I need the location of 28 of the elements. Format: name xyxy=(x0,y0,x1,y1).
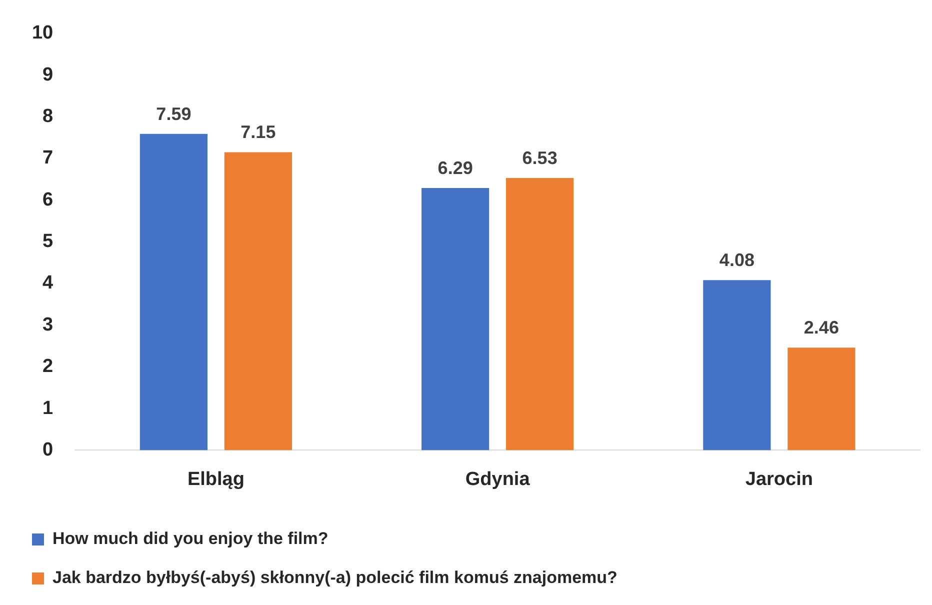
x-tick-label: Gdynia xyxy=(465,468,530,490)
y-tick-label: 1 xyxy=(42,398,54,419)
y-tick-label: 7 xyxy=(42,148,54,169)
bar xyxy=(224,152,292,450)
bar xyxy=(140,134,208,450)
data-label: 7.15 xyxy=(240,122,276,142)
y-tick-label: 8 xyxy=(42,106,54,127)
y-tick-label: 6 xyxy=(42,189,54,210)
data-label: 4.08 xyxy=(719,250,754,270)
legend-label: Jak bardzo byłbyś(-abyś) skłonny(-a) polecić film komuś znajomemu? xyxy=(52,568,618,588)
y-tick-label: 5 xyxy=(42,231,54,252)
data-label: 6.29 xyxy=(438,158,473,178)
bar xyxy=(788,348,856,450)
x-tick-label: Jarocin xyxy=(745,468,813,490)
y-tick-label: 9 xyxy=(42,64,54,86)
y-tick-label: 3 xyxy=(42,314,54,336)
bar xyxy=(506,178,574,450)
y-tick-label: 4 xyxy=(42,272,54,294)
y-tick-label: 2 xyxy=(42,356,54,378)
y-tick-label: 0 xyxy=(42,439,54,460)
data-label: 7.59 xyxy=(156,104,192,124)
bar xyxy=(422,188,490,450)
data-label: 6.53 xyxy=(522,148,558,168)
x-tick-label: Elbląg xyxy=(187,468,244,490)
y-tick-label: 10 xyxy=(32,22,54,44)
data-label: 2.46 xyxy=(804,318,839,338)
legend-label: How much did you enjoy the film? xyxy=(52,529,328,548)
bar xyxy=(703,280,771,450)
